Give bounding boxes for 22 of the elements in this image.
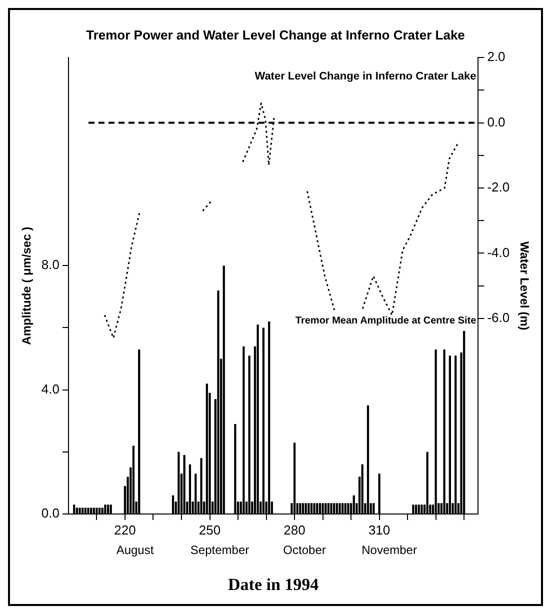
text: November xyxy=(362,543,417,557)
x-tick-label: 220 xyxy=(114,522,136,538)
text: August xyxy=(116,543,154,557)
text: September xyxy=(190,543,250,557)
y-axis-title: Amplitude ( μm/sec ) xyxy=(20,226,34,345)
series-label: Tremor Mean Amplitude at Centre Site xyxy=(295,316,477,327)
y2-tick-label: 2.0 xyxy=(487,49,506,64)
x-tick-label: 310 xyxy=(368,522,390,538)
x-axis-title: Date in 1994 xyxy=(228,575,320,594)
y2-axis-title: Water Level (m) xyxy=(517,241,532,330)
y-tick-label: 8.0 xyxy=(41,257,60,272)
y2-tick-label: -6.0 xyxy=(487,310,510,325)
y-tick-label: 0.0 xyxy=(41,506,60,521)
series-label: Water Level Change in Inferno Crater Lake xyxy=(254,70,476,83)
y2-tick-label: -4.0 xyxy=(487,244,510,260)
x-tick-label: 250 xyxy=(198,522,221,538)
x-tick-label: 280 xyxy=(284,522,306,538)
y-tick-label: 4.0 xyxy=(41,381,60,396)
text: October xyxy=(283,543,326,557)
chart-title: Tremor Power and Water Level Change at Inferno Crater Lake xyxy=(86,27,465,42)
y2-tick-label: -2.0 xyxy=(487,180,510,195)
y2-tick-label: 0.0 xyxy=(487,114,506,130)
